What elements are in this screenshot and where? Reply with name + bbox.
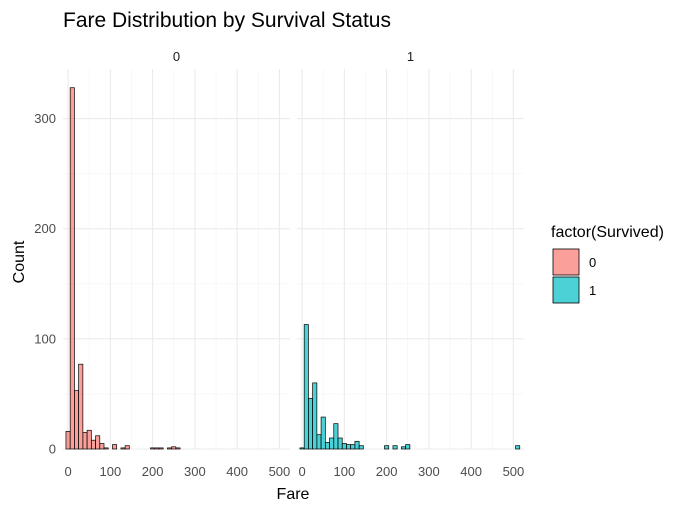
histogram-bar: [312, 382, 318, 450]
histogram-bar: [124, 445, 130, 450]
x-tick-label: 400: [226, 464, 248, 479]
histogram-bar: [308, 397, 313, 450]
y-tick-label: 200: [34, 221, 56, 236]
histogram-bar: [316, 434, 322, 450]
histogram-bar: [333, 423, 339, 450]
histogram-bar: [90, 439, 96, 450]
histogram-bar: [401, 446, 406, 450]
legend-label-0: 0: [589, 255, 596, 270]
x-tick-label: 400: [460, 464, 482, 479]
histogram-bar: [346, 444, 352, 450]
histogram-bar: [103, 447, 109, 450]
histogram-bar: [358, 445, 364, 450]
chart-title: Fare Distribution by Survival Status: [63, 9, 391, 32]
x-tick-label: 100: [333, 464, 355, 479]
facet-strip-label: 1: [407, 49, 414, 64]
histogram-bar: [150, 447, 156, 450]
histogram-bar: [324, 442, 330, 450]
histogram-bar: [86, 429, 92, 450]
histogram-bar: [337, 437, 343, 450]
histogram-bar: [515, 445, 521, 450]
legend-items: 01: [552, 248, 596, 304]
histogram-bar: [320, 416, 326, 450]
legend: factor(Survived) 01: [551, 224, 664, 304]
histogram-bar: [405, 444, 411, 450]
histogram-bar: [78, 363, 84, 450]
histogram-bar: [158, 447, 164, 450]
x-tick-label: 100: [99, 464, 121, 479]
histogram-bar: [82, 432, 88, 450]
histogram-bar: [303, 324, 309, 450]
histogram-bar: [354, 440, 360, 450]
histogram-bar: [299, 447, 305, 450]
legend-key-1: [552, 276, 580, 304]
x-tick-label: 300: [418, 464, 440, 479]
histogram-bar: [69, 87, 75, 450]
x-axis-title: Fare: [277, 486, 310, 503]
histogram-bar: [341, 443, 347, 450]
histogram-bar: [112, 444, 118, 450]
x-tick-label: 0: [298, 464, 305, 479]
histogram-bar: [99, 443, 105, 450]
histogram-bar: [175, 447, 181, 450]
x-tick-label: 500: [503, 464, 525, 479]
histogram-bar: [167, 447, 172, 450]
legend-title: factor(Survived): [551, 224, 664, 241]
legend-key-0: [552, 248, 580, 276]
legend-label-1: 1: [589, 283, 596, 298]
histogram-bar: [392, 445, 398, 450]
histogram-bar: [154, 447, 160, 450]
facet-strip-label: 0: [173, 49, 180, 64]
histogram-bar: [65, 431, 71, 450]
x-tick-label: 500: [269, 464, 291, 479]
histogram-bar: [171, 446, 177, 450]
histogram-bar: [95, 435, 101, 450]
facet-panel-1: 1 0 100 200 300 400 500: [297, 49, 524, 479]
histogram-bar: [329, 437, 335, 450]
histogram-bar: [384, 445, 390, 450]
y-axis-title: Count: [11, 240, 28, 283]
x-tick-label: 200: [142, 464, 164, 479]
x-tick-label: 300: [184, 464, 206, 479]
histogram-bar: [350, 444, 356, 450]
y-tick-label: 0: [49, 442, 56, 457]
x-tick-label: 200: [376, 464, 398, 479]
histogram-bar: [120, 447, 126, 450]
y-tick-label: 300: [34, 111, 56, 126]
y-tick-label: 100: [34, 331, 56, 346]
x-tick-label: 0: [64, 464, 71, 479]
histogram-bar: [74, 390, 79, 450]
